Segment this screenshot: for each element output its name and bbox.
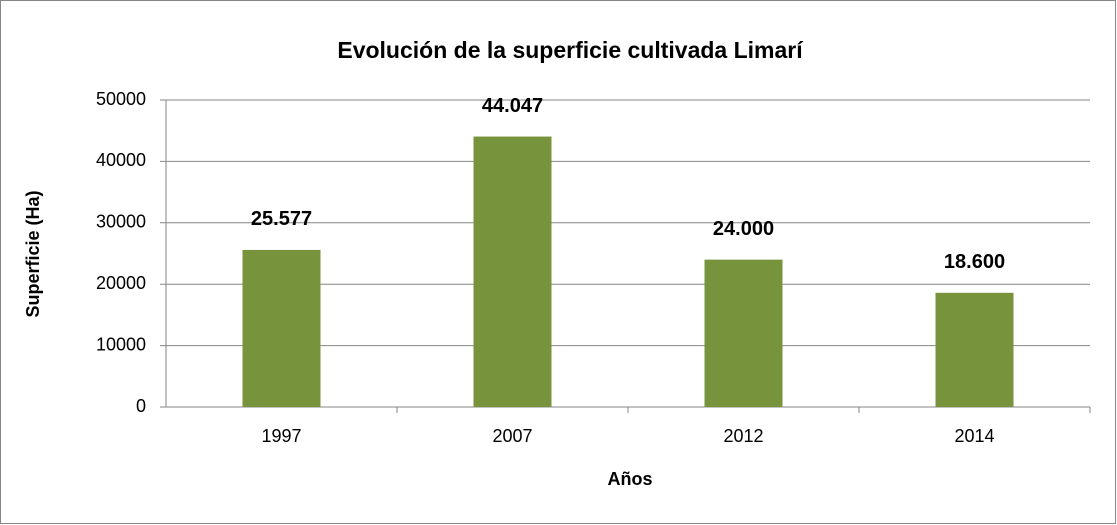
value-label: 18.600 [944, 251, 1005, 273]
y-tick-label: 50000 [96, 89, 146, 109]
value-label: 24.000 [713, 218, 774, 240]
value-label: 25.577 [251, 208, 312, 230]
x-axis-label: Años [608, 469, 653, 489]
y-tick-label: 30000 [96, 212, 146, 232]
y-tick-label: 20000 [96, 273, 146, 293]
chart-title: Evolución de la superficie cultivada Lim… [337, 37, 804, 63]
x-tick-label: 2012 [723, 426, 763, 446]
bar [242, 249, 321, 407]
y-tick-label: 0 [136, 396, 146, 416]
bar [935, 292, 1014, 407]
value-label: 44.047 [482, 95, 543, 117]
y-tick-label: 10000 [96, 334, 146, 354]
x-tick-label: 1997 [261, 426, 301, 446]
x-tick-label: 2007 [492, 426, 532, 446]
y-axis-label: Superficie (Ha) [23, 190, 43, 317]
bar [473, 136, 552, 407]
bar [704, 259, 783, 407]
y-tick-label: 40000 [96, 150, 146, 170]
x-tick-label: 2014 [954, 426, 994, 446]
